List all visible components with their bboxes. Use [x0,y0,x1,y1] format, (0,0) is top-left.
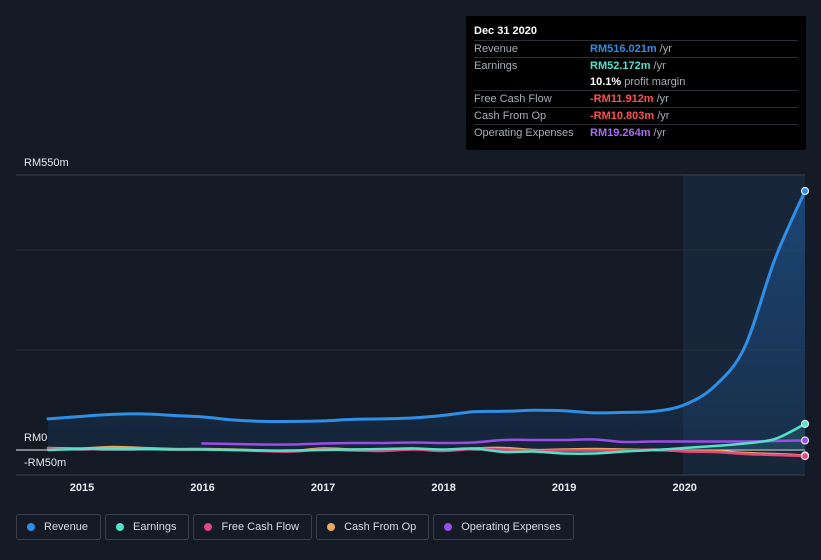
tooltip-value: -RM11.912m [590,93,654,105]
tooltip-unit: /yr [653,127,666,139]
legend-dot-icon [116,523,125,531]
earnings-line [46,422,807,455]
tooltip-value: RM516.021m [590,43,657,55]
revenue-endpoint [800,186,810,196]
legend-item-operating-expenses[interactable]: Operating Expenses [433,514,574,540]
x-tick-label: 2015 [70,482,94,494]
legend-label: Revenue [44,521,89,533]
tooltip-row: Operating Expenses RM19.264m/yr [474,124,798,141]
legend-item-cash-from-op[interactable]: Cash From Op [316,514,430,540]
tooltip-label [474,74,590,90]
x-tick-label: 2016 [190,482,214,494]
tooltip-unit: /yr [653,60,666,72]
legend: Revenue Earnings Free Cash Flow Cash From O… [16,514,574,540]
tooltip-unit: /yr [659,43,672,55]
tooltip-label: Free Cash Flow [474,93,552,105]
tooltip-date: Dec 31 2020 [474,25,537,37]
legend-item-earnings[interactable]: Earnings [105,514,190,540]
legend-dot-icon [327,523,336,531]
tooltip-panel: Dec 31 2020 Revenue RM516.021m/yr Earnings… [466,16,806,150]
operating-expenses-endpoint [800,436,810,445]
y-tick-label: RM0 [24,432,47,444]
x-tick-label: 2020 [672,482,696,494]
revenue-area [48,191,805,450]
x-tick-label: 2018 [431,482,455,494]
x-tick-label: 2017 [311,482,335,494]
legend-label: Cash From Op [344,521,417,533]
tooltip-label: Revenue [474,43,519,55]
earnings-endpoint [800,419,810,428]
chart-plot: RM550m RM0 -RM50m 2015 2016 2017 2018 2019 2020 [16,157,810,494]
legend-dot-icon [204,523,213,531]
y-tick-label: -RM50m [24,457,66,469]
free-cash-flow-endpoint [800,451,810,461]
tooltip-value: -RM10.803m [590,110,655,122]
legend-item-revenue[interactable]: Revenue [16,514,102,540]
tooltip-row: Revenue RM516.021m/yr [474,40,798,57]
tooltip-value: RM19.264m [590,127,651,139]
legend-item-free-cash-flow[interactable]: Free Cash Flow [193,514,313,540]
legend-label: Operating Expenses [461,521,561,533]
tooltip-label: Operating Expenses [474,127,574,139]
legend-label: Free Cash Flow [221,521,300,533]
legend-label: Earnings [133,521,177,533]
tooltip-label: Cash From Op [474,110,547,122]
tooltip-row: Cash From Op -RM10.803m/yr [474,107,798,124]
legend-dot-icon [27,523,35,531]
operating-expenses-line [201,438,807,446]
tooltip-unit: /yr [656,93,669,105]
tooltip-label: Earnings [474,60,518,72]
tooltip-value: 10.1% [590,76,622,88]
tooltip-value: RM52.172m [590,60,651,72]
x-tick-label: 2019 [552,482,576,494]
tooltip-unit: profit margin [624,76,686,88]
tooltip-row: Earnings RM52.172m/yr [474,57,798,74]
y-tick-label: RM550m [24,157,69,169]
tooltip-row: Free Cash Flow -RM11.912m/yr [474,90,798,107]
tooltip-row: 10.1% profit margin [474,74,798,90]
tooltip-unit: /yr [657,110,670,122]
revenue-line [46,189,807,424]
legend-dot-icon [444,523,453,531]
